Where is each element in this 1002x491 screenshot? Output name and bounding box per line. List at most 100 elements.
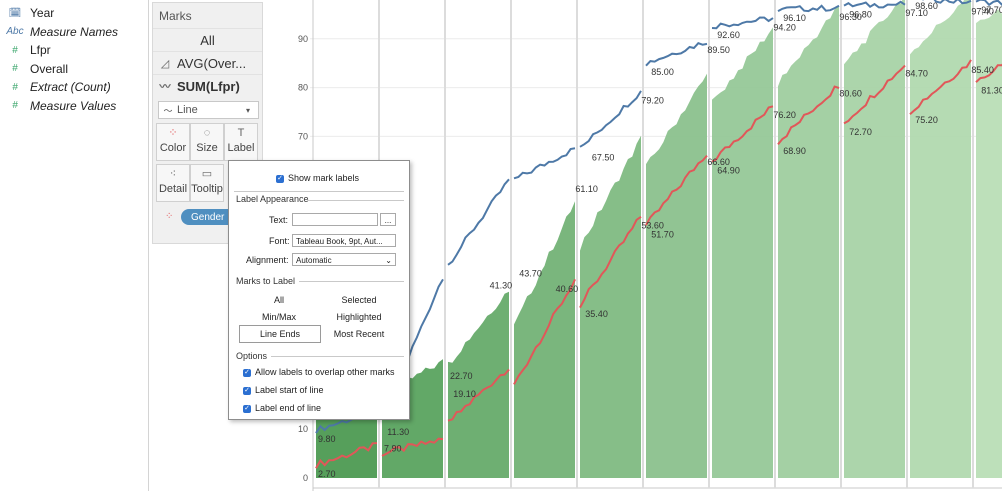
dimension-text-icon: Abc bbox=[6, 26, 24, 37]
green-area-panel bbox=[514, 201, 575, 478]
marks-sum-label: SUM(Lfpr) bbox=[177, 78, 240, 94]
field-year[interactable]: 🗓 Year bbox=[0, 4, 55, 22]
data-label: 75.20 bbox=[915, 115, 938, 125]
tooltip-button[interactable]: ▭ Tooltip bbox=[190, 164, 224, 202]
red-series-line bbox=[975, 63, 1002, 83]
field-label: Year bbox=[30, 6, 55, 20]
measure-icon: # bbox=[12, 81, 18, 93]
label-button[interactable]: T Label bbox=[224, 123, 258, 161]
mark-type-dropdown[interactable]: 〜 Line ▾ bbox=[158, 101, 259, 119]
red-series-line bbox=[777, 85, 840, 146]
checkbox-checked-icon: ✓ bbox=[243, 386, 251, 395]
green-area-panel bbox=[910, 0, 971, 478]
size-button[interactable]: ◌ Size bbox=[190, 123, 224, 161]
field-label: Measure Values bbox=[30, 98, 117, 113]
option-all[interactable]: All bbox=[273, 295, 284, 305]
green-area-panel bbox=[580, 135, 641, 479]
line-chart-icon: 〰 bbox=[159, 81, 171, 93]
gender-pill-label: Gender bbox=[191, 211, 225, 223]
data-label: 22.70 bbox=[450, 371, 473, 381]
red-series-line bbox=[579, 215, 642, 309]
font-dropdown[interactable]: Tableau Book, 9pt, Aut... bbox=[292, 234, 396, 247]
y-tick-label: 70 bbox=[298, 131, 308, 141]
data-label: 98.60 bbox=[915, 1, 938, 11]
alignment-dropdown[interactable]: Automatic ⌄ bbox=[292, 253, 396, 266]
allow-overlap-checkbox[interactable]: ✓ Allow labels to overlap other marks bbox=[243, 367, 395, 377]
green-area-panel bbox=[646, 73, 707, 478]
red-series-line bbox=[645, 154, 708, 226]
red-series-line bbox=[909, 59, 972, 116]
blue-series-line bbox=[711, 16, 774, 30]
text-edit-button[interactable]: ... bbox=[380, 213, 396, 226]
option-min-max[interactable]: Min/Max bbox=[261, 312, 296, 322]
marks-to-label-heading: Marks to Label bbox=[236, 276, 296, 286]
line-mark-icon: 〜 bbox=[163, 105, 173, 116]
blue-series-line bbox=[645, 42, 708, 67]
label-dialog: ✓ Show mark labels Label Appearance Text:… bbox=[228, 160, 410, 420]
label-icon: T bbox=[237, 127, 245, 139]
marks-title: Marks bbox=[159, 9, 192, 23]
field-label: Extract (Count) bbox=[30, 80, 111, 94]
font-value: Tableau Book, 9pt, Aut... bbox=[296, 237, 383, 246]
data-label: 72.70 bbox=[849, 127, 872, 137]
data-label: 51.70 bbox=[651, 230, 674, 240]
text-input[interactable] bbox=[292, 213, 378, 226]
checkbox-checked-icon: ✓ bbox=[276, 174, 284, 183]
detail-button[interactable]: ⁖ Detail bbox=[156, 164, 190, 202]
marks-sum-tab[interactable]: 〰 SUM(Lfpr) bbox=[153, 74, 262, 97]
option-line-ends[interactable]: Line Ends bbox=[239, 325, 321, 343]
option-most-recent[interactable]: Most Recent bbox=[333, 329, 385, 339]
data-label: 89.50 bbox=[707, 45, 730, 55]
label-end-checkbox[interactable]: ✓ Label end of line bbox=[243, 403, 321, 413]
field-measure-names[interactable]: Abc Measure Names bbox=[0, 23, 118, 41]
data-label: 19.10 bbox=[453, 389, 476, 399]
options-heading: Options bbox=[236, 351, 268, 361]
divider bbox=[299, 281, 404, 282]
data-label: 94.20 bbox=[773, 22, 796, 32]
data-label: 66.60 bbox=[707, 157, 730, 167]
data-label: 35.40 bbox=[585, 309, 608, 319]
blue-series-line bbox=[843, 0, 906, 9]
blue-series-line bbox=[513, 147, 576, 180]
data-label: 64.90 bbox=[717, 165, 740, 175]
red-series-line bbox=[315, 442, 378, 469]
size-label: Size bbox=[196, 142, 218, 154]
label-label: Label bbox=[227, 142, 255, 154]
text-label: Text: bbox=[269, 215, 289, 225]
option-highlighted[interactable]: Highlighted bbox=[336, 312, 382, 322]
alignment-label: Alignment: bbox=[246, 255, 289, 265]
marks-avg-label: AVG(Over... bbox=[177, 55, 247, 71]
gender-pill[interactable]: Gender bbox=[181, 209, 243, 225]
show-mark-labels-checkbox[interactable]: ✓ Show mark labels bbox=[276, 173, 359, 183]
y-tick-label: 10 bbox=[298, 424, 308, 434]
detail-label: Detail bbox=[158, 183, 188, 195]
field-overall[interactable]: # Overall bbox=[0, 60, 68, 78]
data-label: 92.60 bbox=[717, 30, 740, 40]
data-label: 53.60 bbox=[641, 220, 664, 230]
blue-series-line bbox=[922, 0, 972, 5]
field-measure-values[interactable]: # Measure Values bbox=[0, 97, 116, 115]
green-area-panel bbox=[976, 9, 1002, 478]
divider bbox=[234, 191, 404, 192]
data-label: 97.70 bbox=[981, 5, 1002, 15]
marks-avg-tab[interactable]: ◿ AVG(Over... bbox=[153, 51, 262, 74]
y-tick-label: 90 bbox=[298, 34, 308, 44]
color-button[interactable]: ⁘ Color bbox=[156, 123, 190, 161]
measure-icon: # bbox=[12, 63, 18, 74]
date-icon: 🗓 bbox=[8, 7, 22, 19]
option-selected[interactable]: Selected bbox=[341, 295, 377, 305]
red-series-line bbox=[447, 368, 510, 422]
label-start-checkbox[interactable]: ✓ Label start of line bbox=[243, 385, 324, 395]
marks-all-tab[interactable]: All bbox=[153, 28, 262, 51]
color-label: Color bbox=[159, 142, 187, 154]
divider bbox=[271, 356, 404, 357]
data-label: 68.90 bbox=[783, 146, 806, 156]
blue-series-line bbox=[447, 178, 510, 266]
label-end-label: Label end of line bbox=[255, 403, 322, 413]
divider bbox=[307, 200, 404, 201]
field-label: Lfpr bbox=[30, 43, 51, 57]
field-lfpr[interactable]: # Lfpr bbox=[0, 41, 51, 59]
marks-all-label: All bbox=[200, 32, 215, 48]
show-mark-labels-label: Show mark labels bbox=[288, 173, 360, 183]
field-extract-count[interactable]: # Extract (Count) bbox=[0, 78, 111, 96]
